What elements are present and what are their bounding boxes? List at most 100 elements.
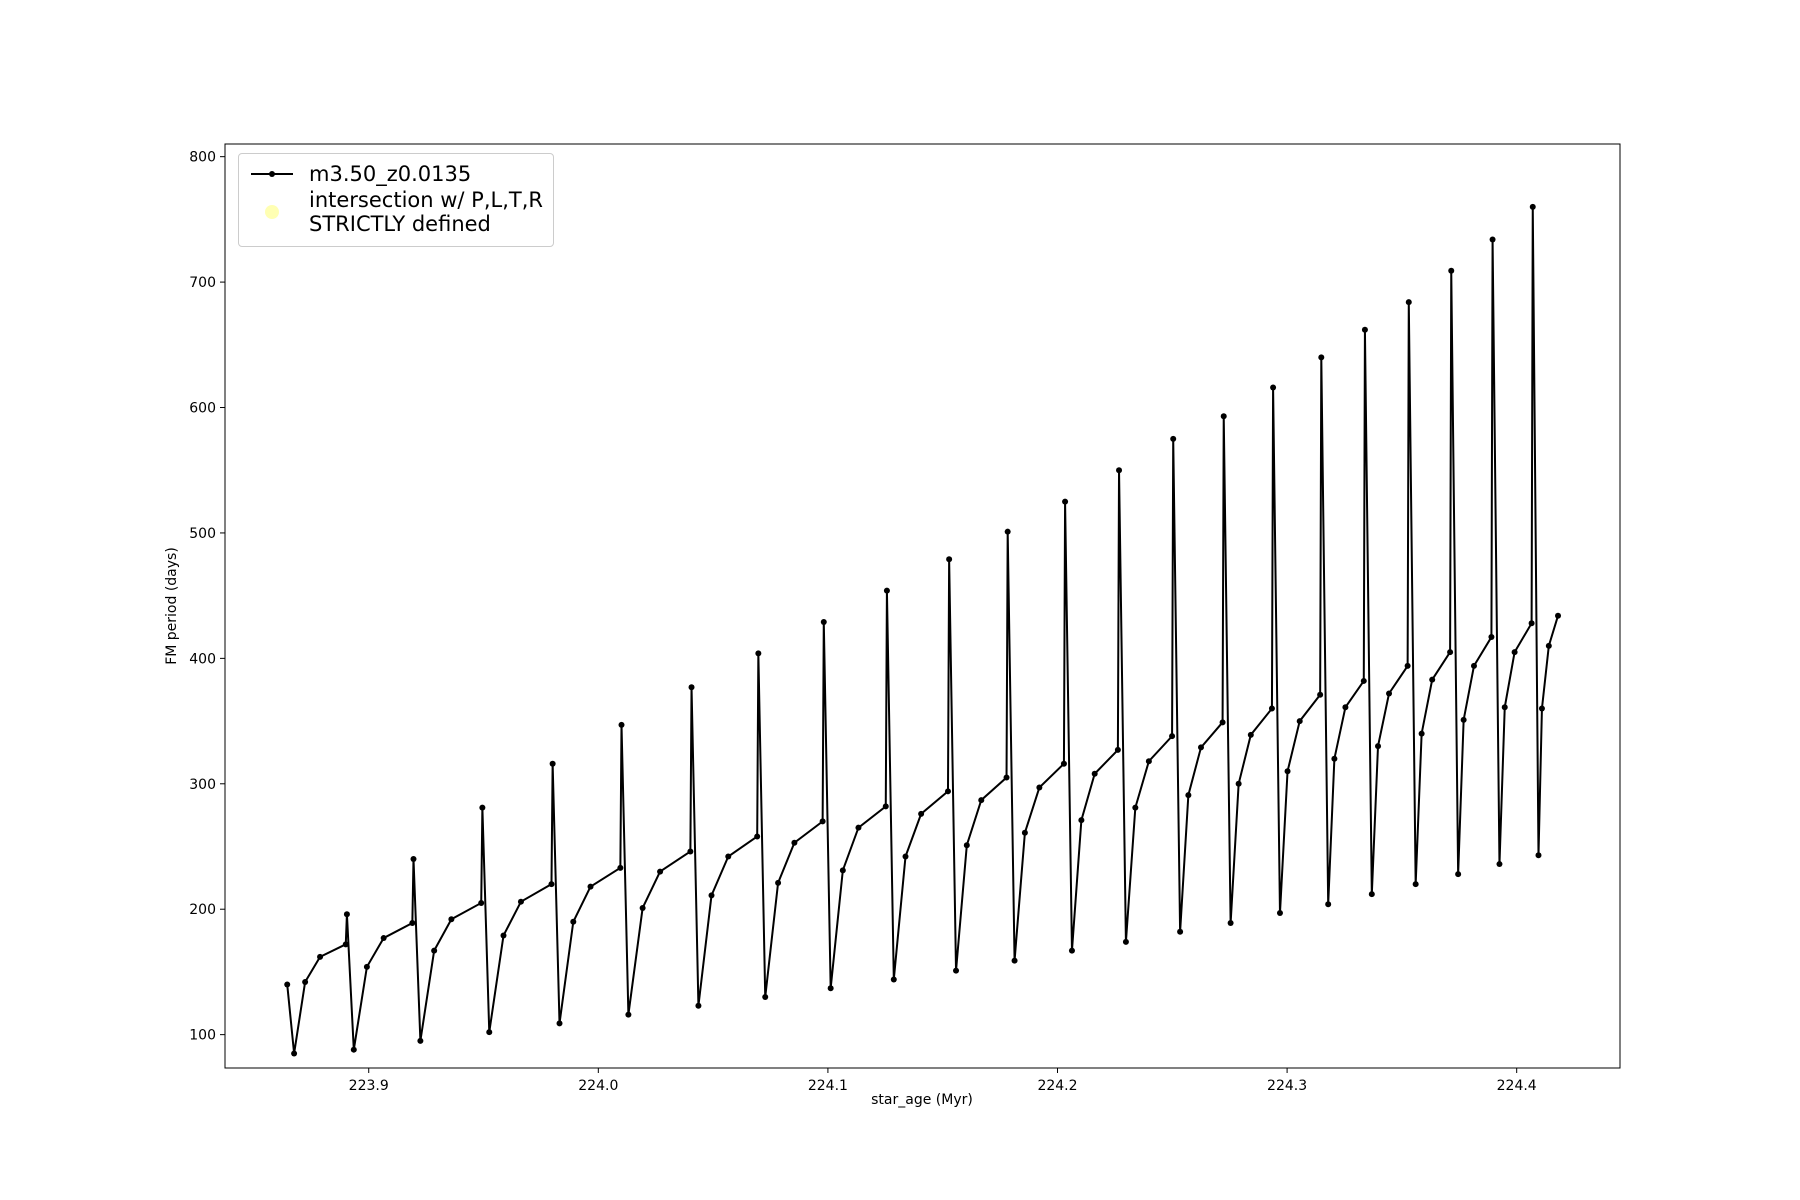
data-point [1418, 730, 1425, 737]
data-point [409, 920, 416, 927]
data-point [1448, 267, 1455, 274]
data-point [687, 848, 694, 855]
series-line [286, 206, 1559, 1054]
data-point [517, 898, 524, 905]
data-point [350, 1046, 357, 1053]
data-point [1091, 770, 1098, 777]
data-point [978, 797, 985, 804]
data-point [1132, 804, 1139, 811]
data-point [587, 883, 594, 890]
data-point [839, 867, 846, 874]
data-point [1470, 662, 1477, 669]
data-point [1447, 649, 1454, 656]
data-point [695, 1002, 702, 1009]
y-axis-label: FM period (days) [164, 547, 180, 665]
x-tick-label: 224.2 [1037, 1078, 1077, 1094]
y-tick-label: 700 [189, 275, 216, 291]
data-point [1036, 784, 1043, 791]
data-point [1003, 774, 1010, 781]
data-point [1021, 829, 1028, 836]
data-point [1268, 705, 1275, 712]
data-point [883, 587, 890, 594]
data-point [1331, 755, 1338, 762]
data-point [1145, 758, 1152, 765]
data-point [1412, 881, 1419, 888]
data-point [820, 618, 827, 625]
data-point [1342, 704, 1349, 711]
data-point [302, 978, 309, 985]
data-point [1360, 677, 1367, 684]
data-point [1538, 705, 1545, 712]
data-point [486, 1029, 493, 1036]
data-point [819, 818, 826, 825]
data-point [1429, 676, 1436, 683]
x-tick-label: 223.9 [349, 1078, 389, 1094]
data-point [1219, 719, 1226, 726]
data-point [1496, 861, 1503, 868]
data-point [946, 556, 953, 563]
plot-area [284, 203, 1562, 1057]
data-point [556, 1020, 563, 1027]
data-point [617, 864, 624, 871]
data-point [317, 953, 324, 960]
data-point [1317, 691, 1324, 698]
data-point [1405, 299, 1412, 306]
data-point [953, 967, 960, 974]
data-point [1220, 413, 1227, 420]
data-point [1489, 236, 1496, 243]
data-point [1368, 891, 1375, 898]
data-point [1325, 901, 1332, 908]
x-tick-label: 224.0 [578, 1078, 618, 1094]
data-point [1011, 957, 1018, 964]
data-point [1460, 716, 1467, 723]
data-point [1247, 731, 1254, 738]
data-point [1488, 634, 1495, 641]
data-point [791, 839, 798, 846]
x-tick-label: 224.4 [1497, 1078, 1537, 1094]
data-point [291, 1050, 298, 1057]
data-point [688, 684, 695, 691]
data-point [1116, 467, 1123, 474]
data-point [342, 941, 349, 948]
data-point [1197, 744, 1204, 751]
y-tick-label: 400 [189, 651, 216, 667]
data-point [1114, 746, 1121, 753]
data-point [1535, 852, 1542, 859]
data-point [1235, 780, 1242, 787]
data-point [1068, 947, 1075, 954]
data-point [1296, 718, 1303, 725]
data-point [1501, 704, 1508, 711]
x-axis-label: star_age (Myr) [871, 1092, 973, 1108]
data-point [1386, 690, 1393, 697]
data-point [1276, 909, 1283, 916]
data-point [1361, 326, 1368, 333]
legend-marker [269, 171, 275, 177]
data-point [1062, 498, 1069, 505]
data-point [343, 911, 350, 918]
data-point [1177, 928, 1184, 935]
data-point [618, 721, 625, 728]
data-point [479, 804, 486, 811]
data-point [1284, 768, 1291, 775]
data-point [1375, 743, 1382, 750]
legend-handle [265, 205, 279, 219]
data-point [1545, 642, 1552, 649]
data-point [1528, 620, 1535, 627]
data-point [1270, 384, 1277, 391]
data-point [827, 985, 834, 992]
y-tick-label: 800 [189, 150, 216, 166]
data-point [1529, 203, 1536, 210]
data-point [570, 918, 577, 925]
legend-marker [265, 205, 279, 219]
y-tick-label: 100 [189, 1028, 216, 1044]
data-point [1318, 354, 1325, 361]
x-tick-label: 224.1 [808, 1078, 848, 1094]
data-point [548, 881, 555, 888]
x-tick-label: 224.3 [1267, 1078, 1307, 1094]
legend: m3.50_z0.0135 intersection w/ P,L,T,R STR… [238, 153, 554, 247]
y-tick-label: 600 [189, 401, 216, 417]
data-point [639, 904, 646, 911]
data-point [1004, 528, 1011, 535]
